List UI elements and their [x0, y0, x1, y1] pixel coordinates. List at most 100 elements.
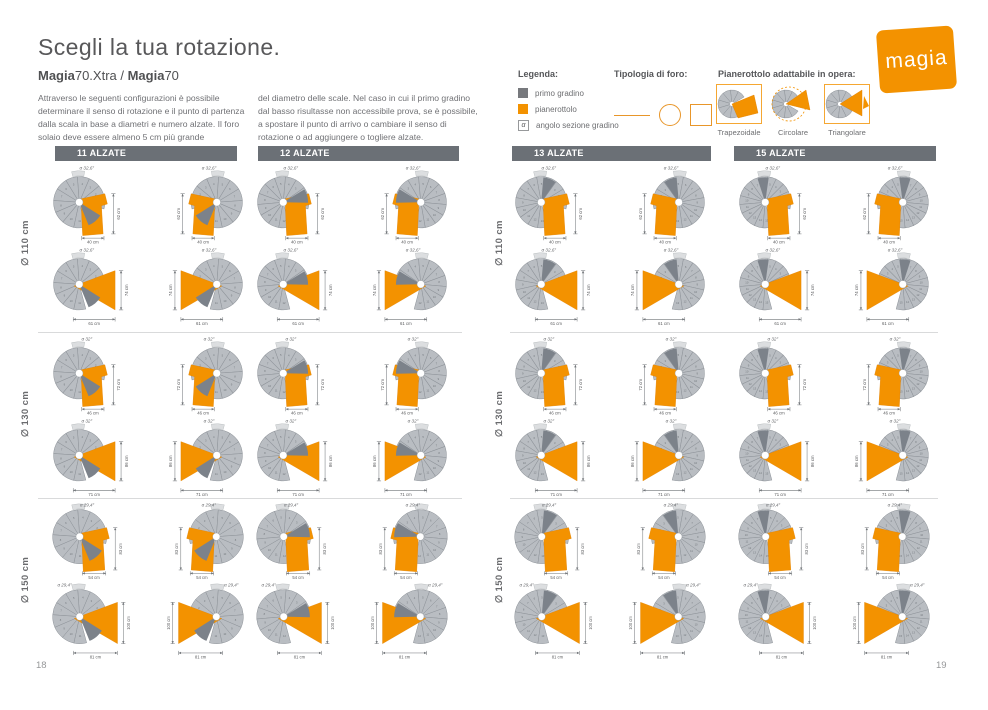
height-dimension-label: 74 cm [854, 284, 859, 296]
tread-number: 10 [523, 461, 527, 465]
top-step-tab [275, 503, 290, 510]
tread-number: 11 [215, 301, 218, 305]
center-pole [212, 532, 221, 541]
tread-number: 5 [222, 436, 224, 440]
width-dimension-label: 61 cm [400, 321, 412, 326]
dimension-arrow-icon [112, 364, 115, 368]
dimension-arrow-icon [805, 270, 809, 274]
tread-number: 5 [422, 182, 424, 186]
top-step-tab [533, 583, 548, 590]
tread-number: 10 [223, 470, 227, 474]
tread-number: 3 [780, 190, 782, 194]
tread-number: 7 [691, 601, 693, 605]
tread-number: 6 [534, 436, 536, 440]
tread-number: 4 [891, 267, 893, 271]
top-step-tab [897, 252, 911, 259]
landing-shape [872, 527, 901, 572]
tread-number: 14 [759, 300, 763, 304]
tread-sector [73, 455, 87, 482]
tread-number: 14 [759, 471, 763, 475]
tread-sector [537, 616, 549, 644]
width-dimension-label: 46 cm [773, 411, 785, 416]
top-step-tab [896, 503, 911, 510]
tread-number: 8 [438, 198, 440, 202]
dimension-arrow-icon [316, 364, 319, 368]
height-dimension-label: 83 cm [322, 543, 327, 555]
tread-number: 4 [775, 356, 777, 360]
tread-number: 9 [63, 546, 65, 550]
tread-number: 5 [770, 516, 772, 520]
tread-number: 5 [897, 264, 899, 268]
top-step-tab [275, 423, 289, 430]
height-dimension-label: 72 cm [578, 379, 583, 391]
tread-number: 15 [900, 472, 904, 476]
tread-number: 8 [751, 601, 753, 605]
tread-number: 9 [231, 464, 233, 468]
width-dimension-label: 40 cm [549, 240, 561, 245]
landing-shape [542, 193, 570, 236]
tread-number: 10 [433, 384, 437, 388]
dimension-arrow-icon [563, 236, 566, 240]
tread-number: 15 [899, 634, 902, 638]
center-pole [416, 451, 425, 460]
tread-number: 3 [408, 358, 410, 362]
tread-number: 4 [414, 436, 416, 440]
first-step-wedge [195, 373, 217, 397]
height-dimension-label: 100 cm [330, 616, 335, 630]
tread-number: 5 [222, 516, 224, 520]
top-step-tab [71, 341, 85, 348]
tread-number: 8 [523, 527, 525, 531]
dimension-arrow-icon [798, 489, 802, 492]
trapezoid-landing-icon [716, 84, 762, 124]
tread-number: 9 [265, 288, 267, 292]
center-pole [212, 451, 221, 460]
tread-number: 9 [522, 201, 524, 205]
top-step-tab [673, 170, 687, 177]
tread-number: 4 [414, 265, 416, 269]
height-dimension-label: 86 cm [630, 455, 635, 467]
angle-label: α 32,6° [202, 165, 217, 170]
tread-number: 7 [267, 190, 269, 194]
dimension-arrow-icon [173, 270, 177, 274]
tread-number: 5 [541, 264, 543, 268]
dimension-arrow-icon [576, 567, 579, 570]
dimension-arrow-icon [323, 270, 327, 274]
tread-number: 10 [70, 388, 74, 392]
height-dimension-label: 100 cm [126, 616, 131, 630]
height-dimension-label: 72 cm [802, 379, 807, 391]
tread-number: 10 [268, 466, 272, 470]
adaptable-landing-title: Pianerottolo adattabile in opera: [718, 69, 856, 79]
tread-sector [278, 455, 291, 482]
tread-number: 6 [430, 356, 432, 360]
dimension-arrow-icon [798, 364, 801, 368]
tread-sector [209, 284, 223, 311]
tread-number: 10 [523, 208, 527, 212]
dimension-arrow-icon [415, 407, 419, 411]
subtitle-part: 70 [164, 68, 179, 83]
tread-number: 7 [691, 440, 693, 444]
tread-number: 9 [522, 372, 524, 376]
tread-number: 4 [82, 353, 84, 357]
tread-number: 11 [78, 390, 81, 394]
center-pole [761, 451, 770, 460]
angle-label: α 32,6° [888, 247, 903, 252]
tread-number: 11 [275, 553, 278, 557]
landing-shape [392, 364, 420, 407]
dimension-arrow-icon [897, 572, 900, 575]
tread-number: 10 [920, 281, 924, 285]
width-dimension-label: 71 cm [292, 492, 304, 497]
tread-number: 3 [664, 270, 666, 274]
angle-label: α 29,4° [888, 502, 903, 507]
angle-label: α 32° [543, 336, 554, 341]
tread-number: 7 [527, 269, 529, 273]
tread-number: 3 [780, 272, 782, 276]
tread-number: 6 [65, 269, 67, 273]
width-dimension-label: 81 cm [657, 654, 669, 659]
tread-number: 9 [748, 364, 750, 368]
